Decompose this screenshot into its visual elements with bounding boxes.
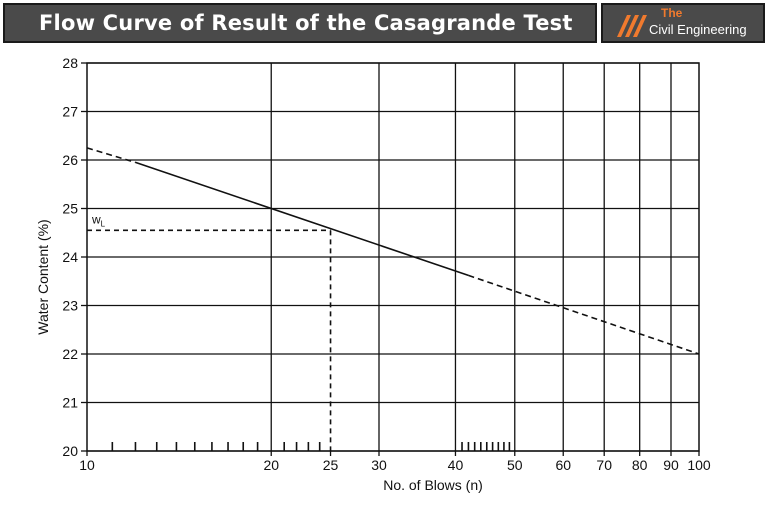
y-tick-label: 20 — [62, 443, 78, 459]
logo: The Civil Engineering — [601, 3, 765, 43]
logo-name-text: Civil Engineering — [649, 22, 747, 37]
page-title: Flow Curve of Result of the Casagrande T… — [39, 11, 573, 35]
y-tick-label: 22 — [62, 346, 78, 362]
y-tick-label: 24 — [62, 249, 78, 265]
flow-curve-dashed-segment — [86, 147, 136, 164]
x-tick-label: 80 — [632, 457, 648, 473]
x-tick-label: 70 — [596, 457, 612, 473]
x-tick-label: 50 — [507, 457, 523, 473]
x-tick-label: 20 — [263, 457, 279, 473]
y-tick-label: 25 — [62, 201, 78, 217]
logo-stripes-icon — [617, 15, 647, 37]
x-tick-label: 100 — [687, 457, 711, 473]
liquid-limit-label: wL — [91, 212, 106, 228]
y-tick-label: 23 — [62, 298, 78, 314]
y-tick-label: 21 — [62, 395, 78, 411]
grid — [86, 62, 700, 452]
flow-curve-dashed-segment — [468, 274, 700, 355]
y-tick-label: 26 — [62, 152, 78, 168]
x-tick-label: 90 — [663, 457, 679, 473]
y-tick-label: 27 — [62, 104, 78, 120]
x-tick-label: 60 — [555, 457, 571, 473]
flow-curve-solid-segment — [135, 161, 469, 277]
y-axis-label: Water Content (%) — [35, 219, 51, 334]
header-banner: Flow Curve of Result of the Casagrande T… — [0, 0, 768, 46]
x-tick-label: 25 — [323, 457, 339, 473]
x-tick-label: 30 — [371, 457, 387, 473]
x-tick-label: 40 — [448, 457, 464, 473]
y-tick-label: 28 — [62, 55, 78, 71]
flow-curve-series — [86, 147, 700, 355]
title-box: Flow Curve of Result of the Casagrande T… — [3, 3, 597, 43]
liquid-limit-annotation: wL — [87, 212, 332, 451]
x-tick-label: 10 — [79, 457, 95, 473]
x-axis-label: No. of Blows (n) — [383, 477, 483, 493]
logo-the-text: The — [661, 6, 683, 20]
